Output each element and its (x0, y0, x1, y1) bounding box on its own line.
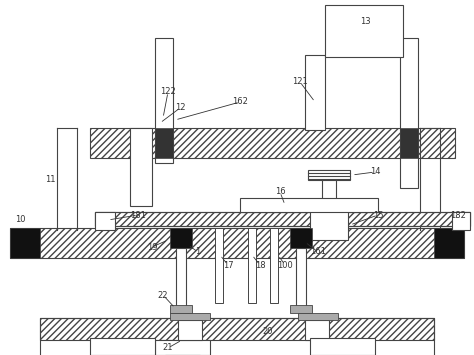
Text: 16: 16 (275, 187, 285, 197)
Text: 18: 18 (255, 261, 265, 269)
Bar (305, 55, 325, 130)
Text: 20: 20 (263, 328, 273, 337)
Bar (40, 318, 434, 340)
Bar (215, 228, 223, 303)
Bar (95, 212, 470, 226)
Bar (130, 128, 152, 206)
Bar (170, 228, 192, 248)
Bar (434, 228, 464, 258)
Bar (248, 228, 256, 303)
Text: 14: 14 (370, 168, 380, 176)
Text: 12: 12 (175, 104, 185, 113)
Text: 15: 15 (373, 211, 383, 219)
Text: 121: 121 (292, 77, 308, 87)
Bar (155, 128, 173, 158)
Bar (322, 180, 336, 200)
Text: 13: 13 (360, 17, 370, 27)
Bar (296, 248, 306, 308)
Bar (40, 318, 434, 355)
Bar (400, 38, 418, 188)
Bar (10, 228, 464, 258)
Bar (270, 228, 278, 303)
Text: 11: 11 (45, 175, 55, 185)
Bar (95, 212, 115, 230)
Text: 100: 100 (277, 261, 293, 269)
Bar (325, 5, 403, 57)
Text: 161: 161 (310, 247, 326, 257)
Bar (90, 128, 455, 158)
Bar (95, 212, 470, 226)
Bar (240, 198, 378, 212)
Bar (310, 200, 348, 240)
Bar (155, 38, 173, 163)
Bar (155, 340, 210, 355)
Bar (305, 320, 329, 340)
Bar (90, 338, 155, 355)
Text: 1: 1 (195, 247, 201, 257)
Bar (170, 313, 210, 320)
Text: 182: 182 (450, 211, 466, 219)
Bar (308, 170, 350, 180)
Text: 17: 17 (223, 261, 233, 269)
Bar (400, 128, 418, 158)
Bar (176, 248, 186, 308)
Text: 181: 181 (130, 211, 146, 219)
Bar (298, 313, 338, 320)
Bar (452, 212, 470, 230)
Bar (10, 228, 40, 258)
Bar (310, 338, 375, 355)
Text: 19: 19 (147, 242, 157, 251)
Text: 122: 122 (160, 87, 176, 97)
Text: 10: 10 (15, 215, 25, 224)
Bar (178, 320, 202, 340)
Bar (290, 228, 312, 248)
Bar (290, 305, 312, 313)
Text: 21: 21 (163, 344, 173, 353)
Text: 22: 22 (158, 290, 168, 300)
Text: 162: 162 (232, 98, 248, 106)
Bar (170, 305, 192, 313)
